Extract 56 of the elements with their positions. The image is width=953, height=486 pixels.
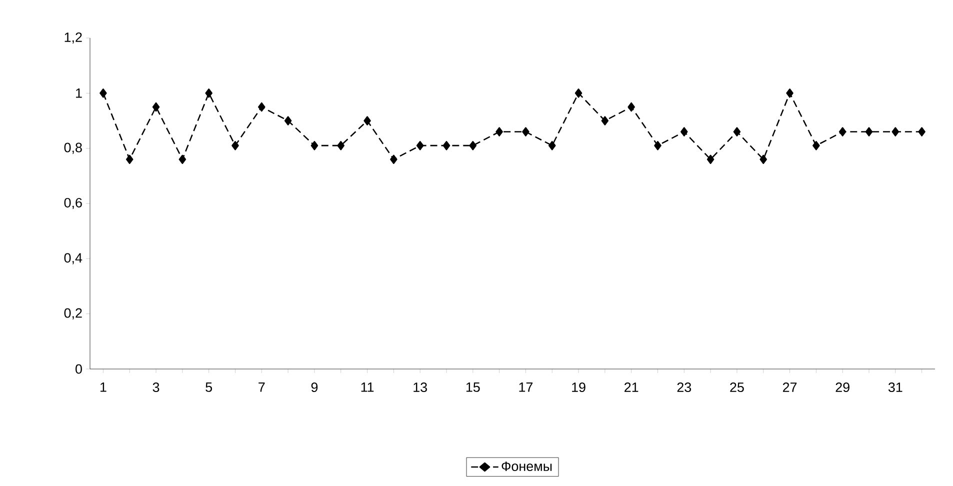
y-tick-label: 1,2 [64, 32, 82, 44]
point [601, 116, 609, 126]
point [574, 88, 582, 98]
x-tick-label: 29 [836, 382, 850, 392]
x-tick-label: 31 [888, 382, 902, 392]
point [337, 140, 344, 150]
y-tick-label: 0,8 [64, 142, 82, 154]
y-tick-label: 0,4 [64, 253, 82, 264]
point [733, 127, 741, 136]
point [918, 127, 926, 136]
point [310, 140, 318, 150]
point [760, 154, 768, 164]
point [126, 154, 134, 164]
x-tick-label: 9 [311, 382, 318, 392]
point [522, 127, 530, 136]
point [205, 88, 212, 98]
point [680, 127, 688, 136]
x-tick-label: 11 [361, 382, 374, 392]
point [865, 127, 873, 136]
point [654, 140, 662, 150]
point [364, 116, 371, 126]
point [258, 102, 266, 112]
point [548, 140, 556, 150]
x-tick-label: 3 [152, 382, 160, 392]
point [416, 140, 424, 150]
x-tick-label: 1 [100, 382, 106, 392]
point [284, 116, 292, 126]
point [178, 154, 186, 164]
x-tick-label: 21 [624, 382, 638, 392]
point [706, 154, 714, 164]
point [100, 88, 107, 98]
x-tick-label: 27 [782, 382, 797, 392]
point [892, 127, 900, 136]
y-tick-label: 0,2 [64, 308, 82, 320]
point [838, 127, 846, 136]
x-tick-label: 19 [572, 382, 586, 392]
point [786, 88, 794, 98]
y-tick-label: 0,6 [64, 198, 82, 210]
point [469, 140, 477, 150]
point [152, 102, 160, 112]
x-tick-label: 13 [414, 382, 427, 392]
point [496, 127, 503, 136]
point [232, 140, 239, 150]
x-tick-label: 15 [466, 382, 480, 392]
y-tick-label: 0 [76, 364, 82, 374]
x-tick-label: 23 [677, 382, 692, 392]
x-tick-label: 17 [519, 382, 533, 392]
point [628, 102, 635, 112]
x-tick-label: 7 [258, 382, 265, 392]
y-tick-label: 1 [76, 88, 82, 98]
point [812, 140, 820, 150]
point [390, 154, 398, 164]
x-tick-label: 25 [730, 382, 744, 392]
point [442, 140, 450, 150]
x-tick-label: 5 [206, 382, 212, 392]
legend-label: Фонемы [502, 462, 552, 472]
